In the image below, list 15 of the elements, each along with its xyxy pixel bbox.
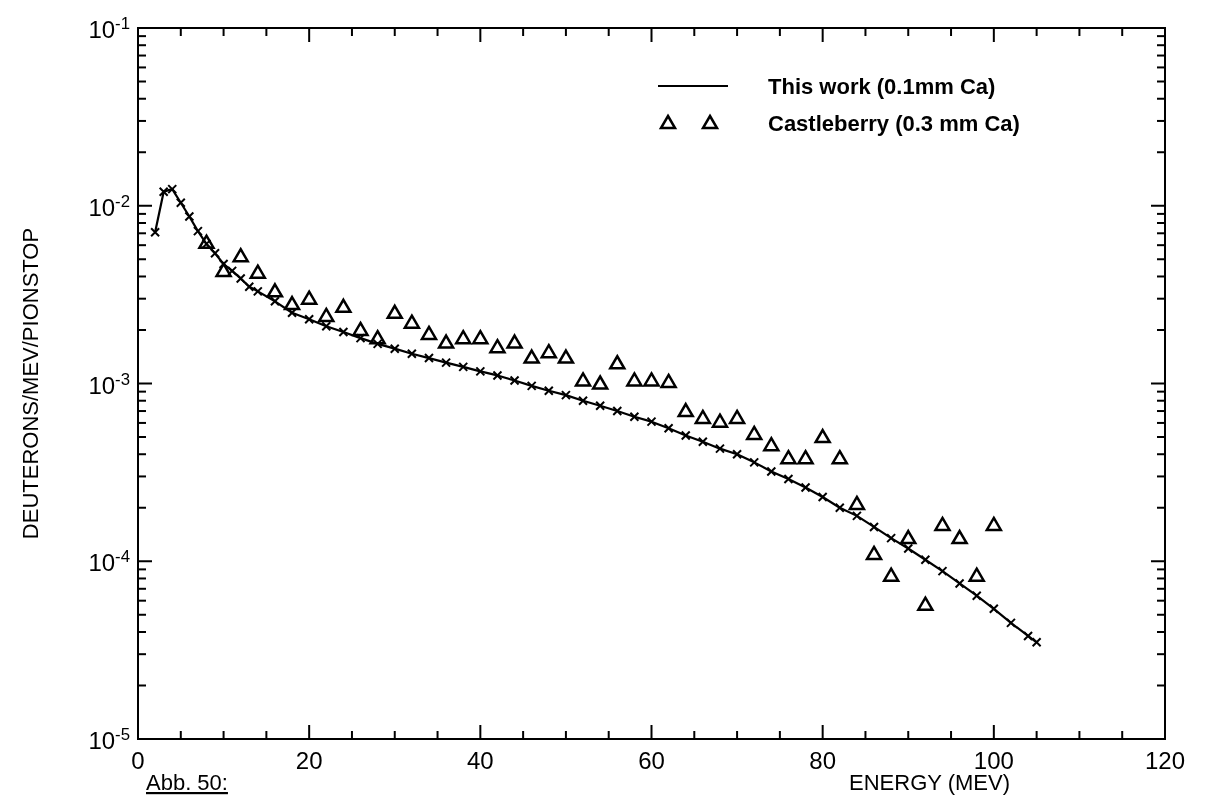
x-tick-label: 80 — [809, 747, 837, 774]
x-tick-label: 120 — [1144, 747, 1186, 774]
x-tick-label: 20 — [295, 747, 323, 774]
legend-label: Castleberry (0.3 mm Ca) — [768, 111, 1020, 136]
caption: Abb. 50: — [146, 770, 228, 795]
x-tick-label: 60 — [638, 747, 665, 774]
y-tick-label: 10$^{-1}$ — [88, 13, 130, 43]
x-tick-label: 40 — [466, 747, 494, 774]
y-axis-title: DEUTERONS/MEV/PIONSTOP — [18, 227, 43, 540]
y-tick-label: 10$^{-3}$ — [88, 369, 130, 399]
y-tick-label: 10$^{-4}$ — [88, 546, 130, 577]
legend-label: This work (0.1mm Ca) — [768, 74, 996, 99]
y-tick-label: 10$^{-2}$ — [88, 191, 130, 221]
y-tick-label: 10$^{-5}$ — [88, 724, 130, 754]
x-tick-label: 0 — [131, 747, 145, 774]
